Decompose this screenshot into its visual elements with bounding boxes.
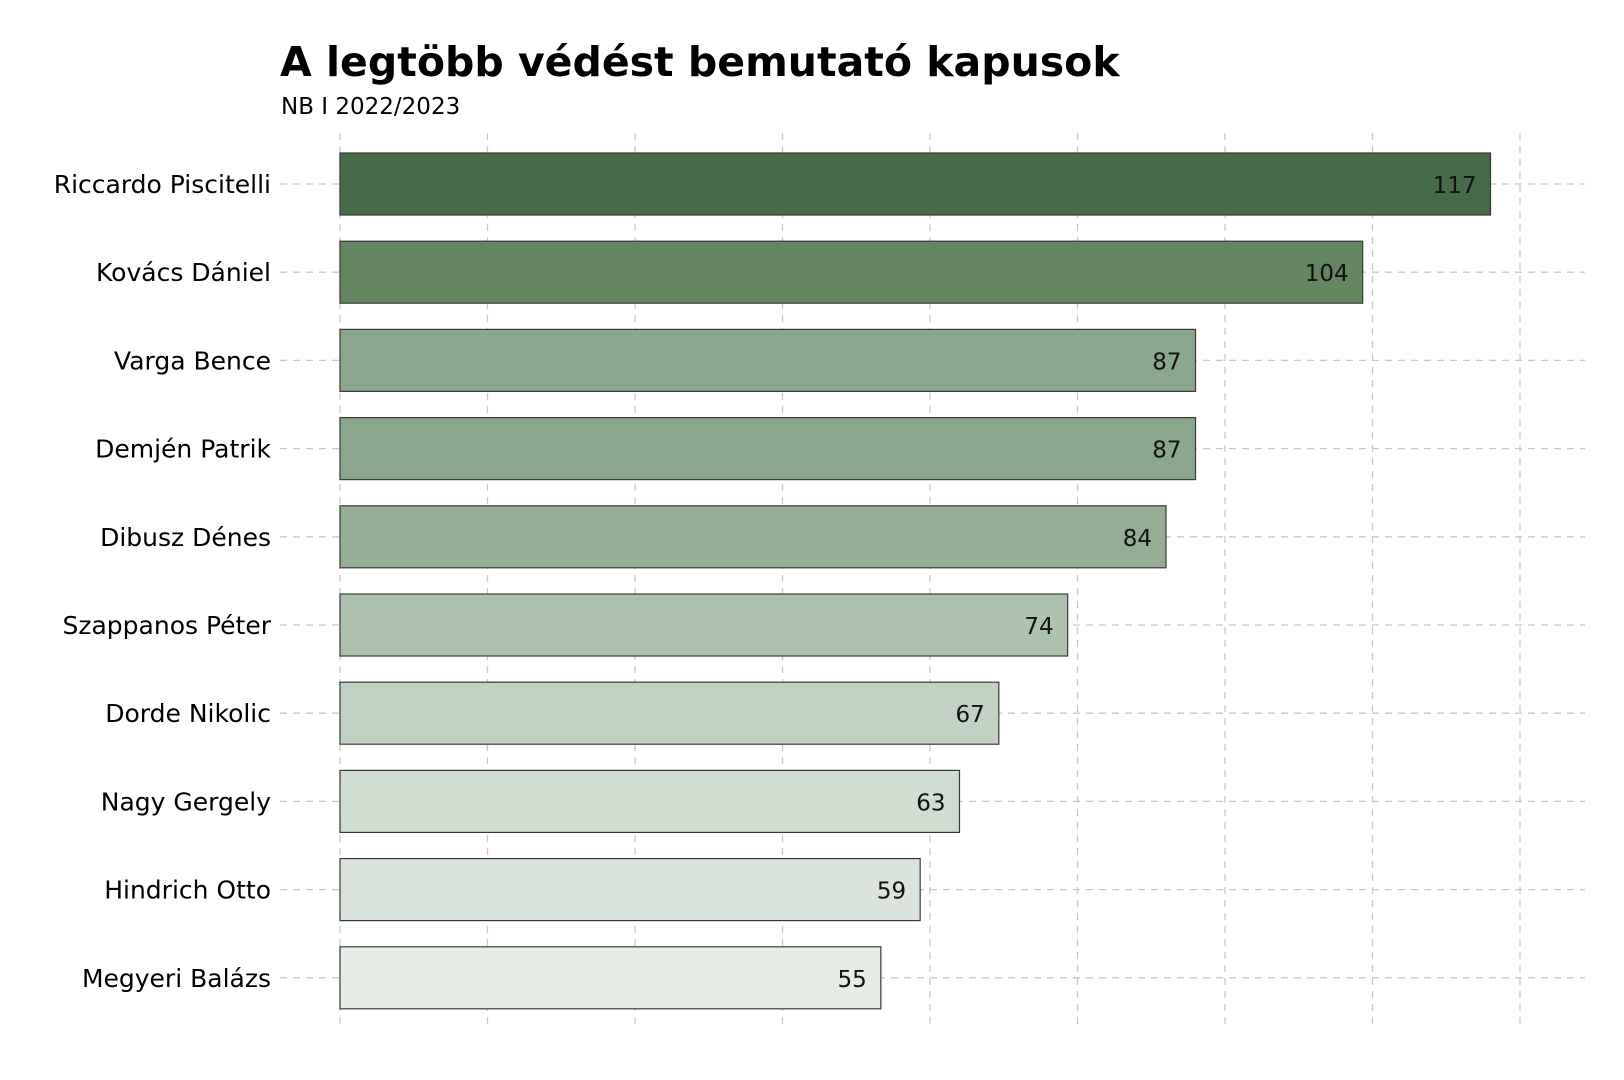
- category-label: Hindrich Otto: [104, 876, 271, 905]
- bar: [339, 240, 1364, 304]
- value-label: 87: [1152, 438, 1181, 464]
- bar: [339, 505, 1167, 569]
- bar: [339, 593, 1069, 657]
- value-label: 117: [1433, 173, 1477, 199]
- bar: [339, 681, 1000, 745]
- category-label: Nagy Gergely: [101, 787, 271, 816]
- bar: [339, 769, 961, 834]
- value-label: 55: [838, 967, 867, 993]
- bar: [339, 152, 1492, 216]
- bar: [339, 417, 1197, 481]
- category-label: Kovács Dániel: [96, 258, 271, 287]
- category-label: Varga Bence: [114, 346, 271, 375]
- value-label: 74: [1024, 614, 1053, 640]
- category-label: Dorde Nikolic: [105, 699, 271, 728]
- value-label: 104: [1305, 261, 1349, 287]
- bars: [339, 152, 1492, 1010]
- category-label: Demjén Patrik: [95, 435, 271, 464]
- category-label: Szappanos Péter: [62, 611, 271, 640]
- chart-title: A legtöbb védést bemutató kapusok: [280, 38, 1120, 86]
- value-label: 87: [1152, 349, 1181, 375]
- bar: [339, 946, 882, 1010]
- value-label: 67: [956, 702, 985, 728]
- value-label: 59: [877, 879, 906, 905]
- bar: [339, 328, 1197, 392]
- category-label: Megyeri Balázs: [82, 964, 271, 993]
- labels: Riccardo Piscitelli 117 Kovács Dániel 104 Va…: [54, 170, 1477, 993]
- value-label: 84: [1123, 526, 1152, 552]
- bar: [339, 857, 921, 922]
- category-label: Riccardo Piscitelli: [54, 170, 271, 199]
- chart-subtitle: NB I 2022/2023: [281, 94, 461, 120]
- value-label: 63: [916, 790, 945, 816]
- category-label: Dibusz Dénes: [100, 523, 271, 552]
